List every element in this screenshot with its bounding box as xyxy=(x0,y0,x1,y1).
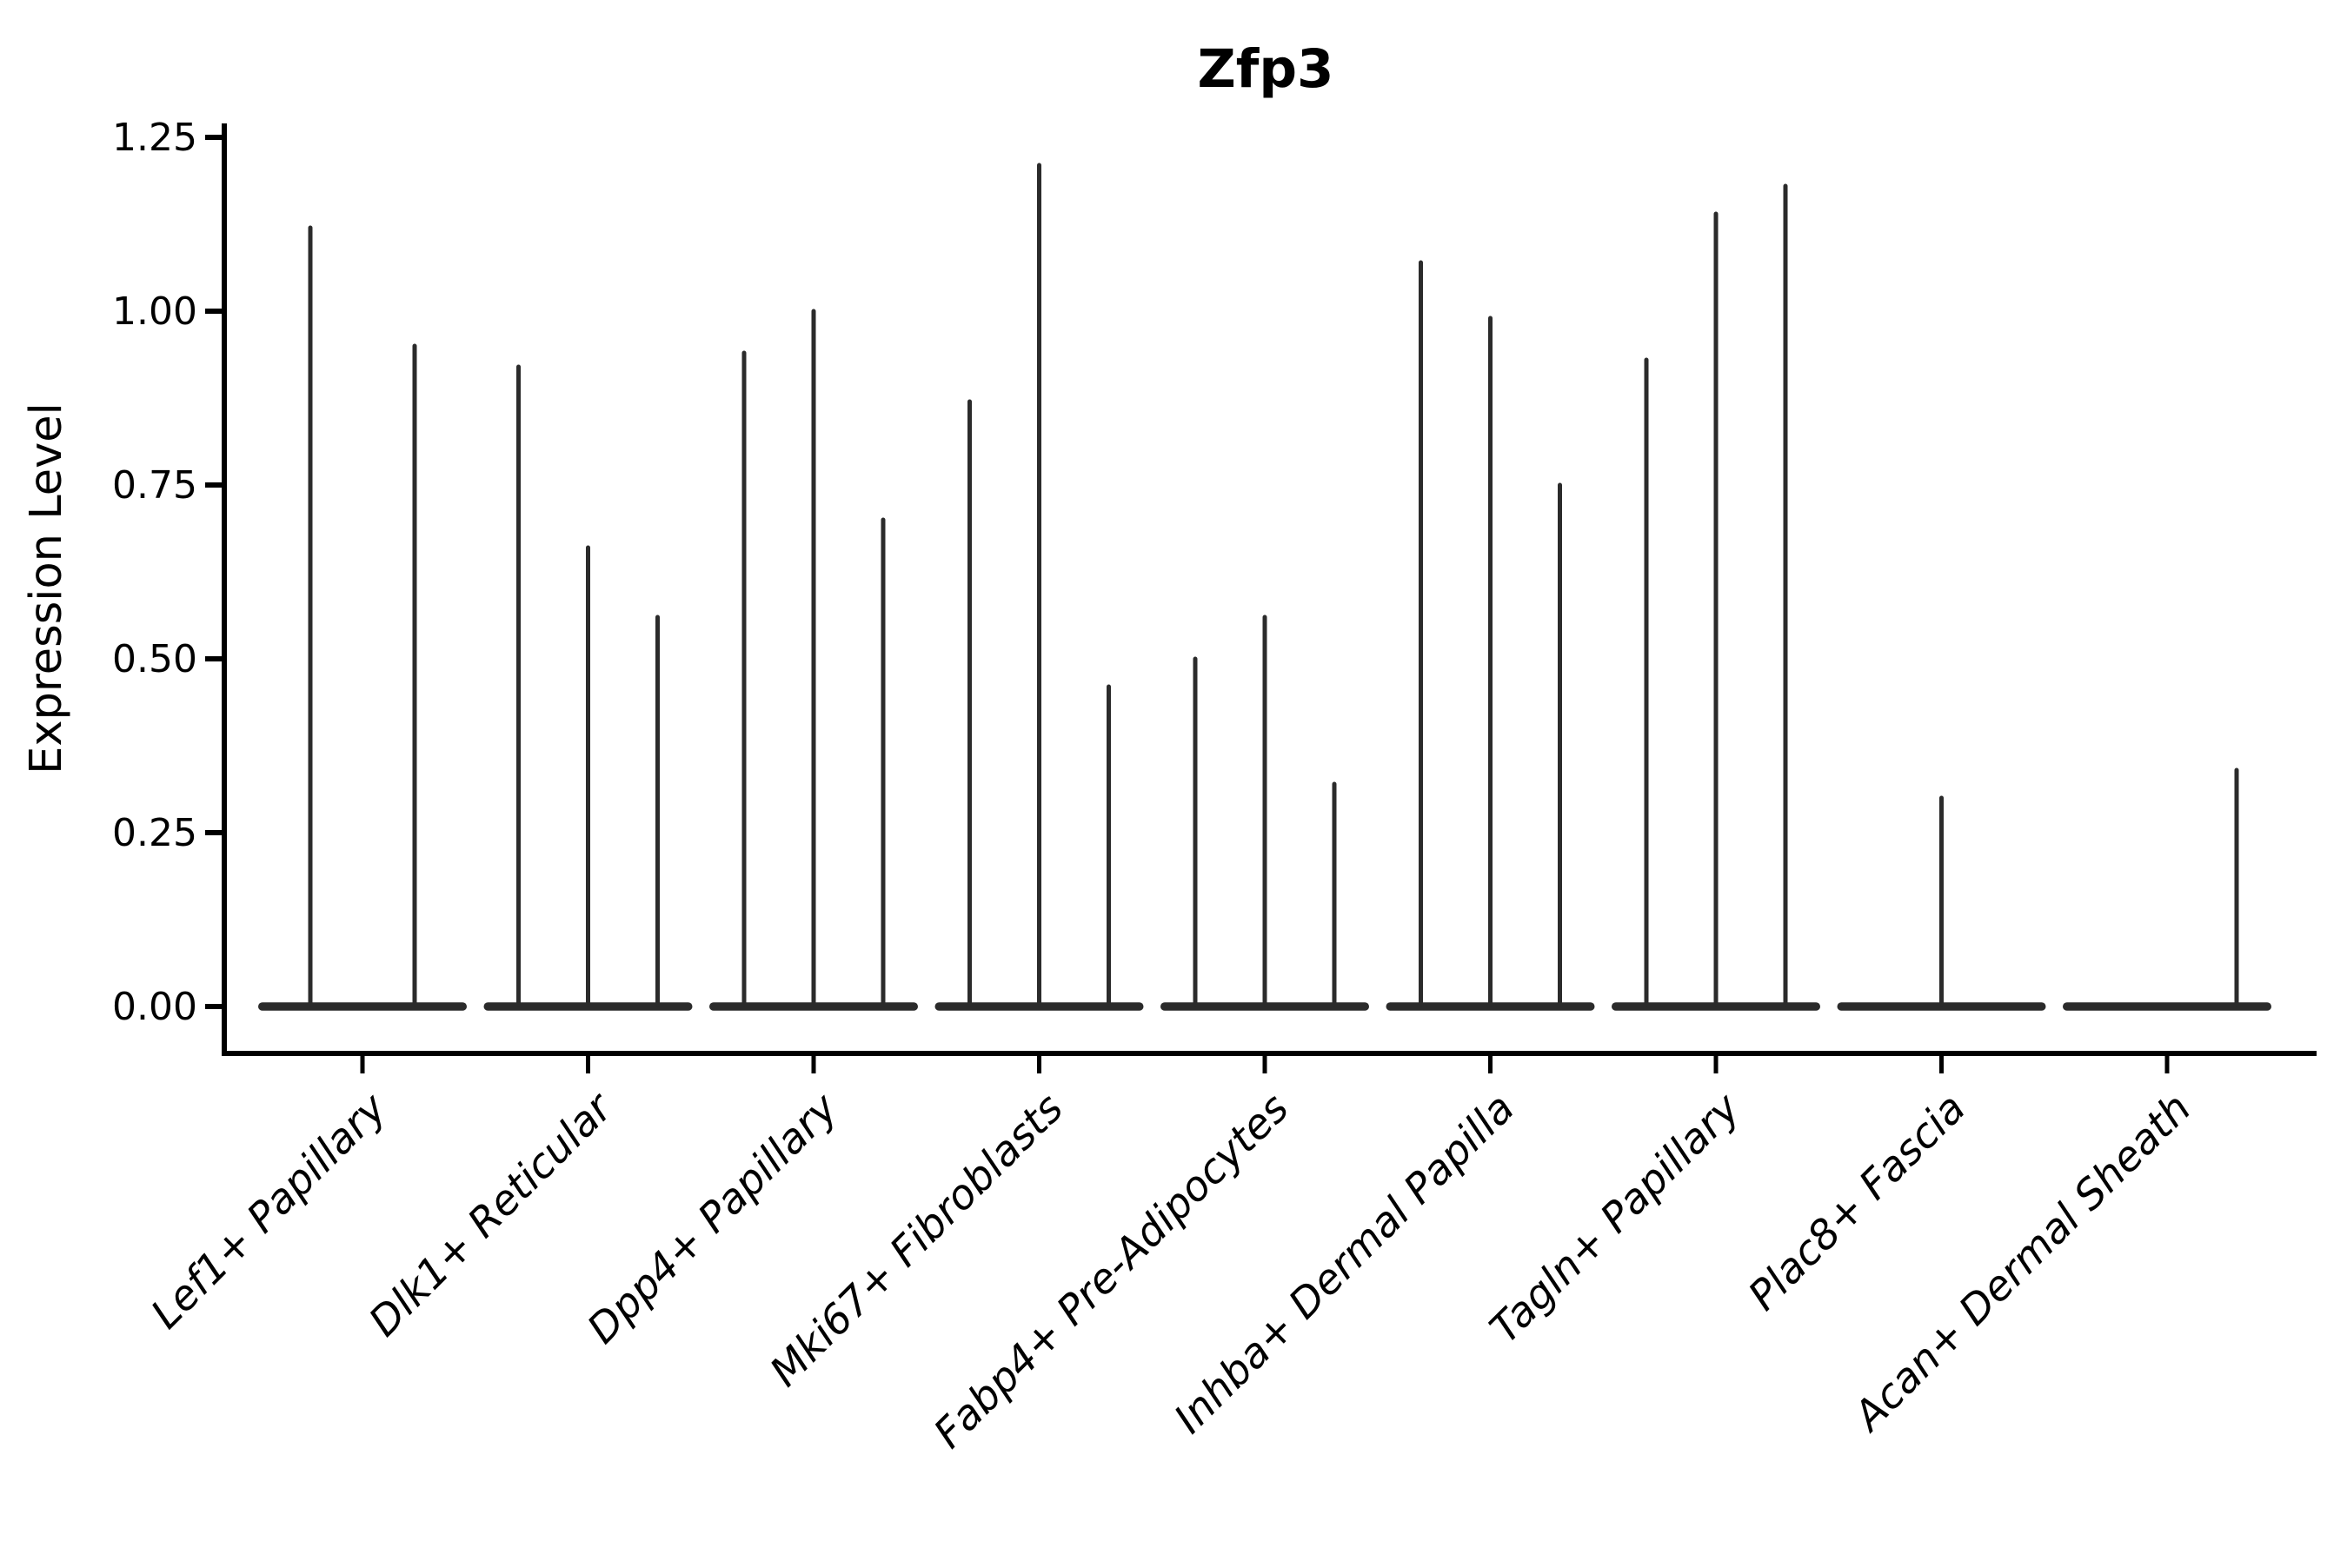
violin-group xyxy=(934,163,1144,1011)
violin-group xyxy=(483,364,693,1011)
violin-group xyxy=(2063,767,2271,1011)
y-tick-label: 0.25 xyxy=(112,811,197,855)
violin-group xyxy=(1837,795,2046,1011)
y-tick-label: 1.00 xyxy=(112,289,197,334)
y-axis-ticks: 0.00 0.25 0.50 0.75 1.00 1.25 xyxy=(112,116,223,1029)
y-tick-label: 0.00 xyxy=(112,985,197,1029)
x-category-label: Dlk1+ Reticular xyxy=(360,1083,623,1346)
x-category-label: Tagln+ Papillary xyxy=(1481,1084,1751,1353)
y-tick-label: 0.50 xyxy=(112,637,197,681)
y-axis-label: Expression Level xyxy=(21,402,72,774)
y-tick-label: 0.75 xyxy=(112,463,197,508)
x-category-label: Fabp4+ Pre-Adipocytes xyxy=(925,1085,1298,1458)
chart-title: Zfp3 xyxy=(1198,38,1334,100)
y-tick-label: 1.25 xyxy=(112,116,197,160)
violin-group xyxy=(1160,615,1369,1011)
violin-base xyxy=(2063,1002,2271,1011)
x-category-label: Dpp4+ Papillary xyxy=(578,1084,848,1353)
x-category-label: Plac8+ Fascia xyxy=(1739,1085,1975,1320)
violins-layer xyxy=(258,163,2271,1011)
violin-group xyxy=(1386,260,1595,1011)
violin-base xyxy=(258,1002,467,1011)
violin-group xyxy=(1612,183,1820,1011)
x-category-label: Lef1+ Papillary xyxy=(142,1084,396,1339)
violin-group xyxy=(709,309,918,1011)
violin-group xyxy=(258,225,467,1011)
